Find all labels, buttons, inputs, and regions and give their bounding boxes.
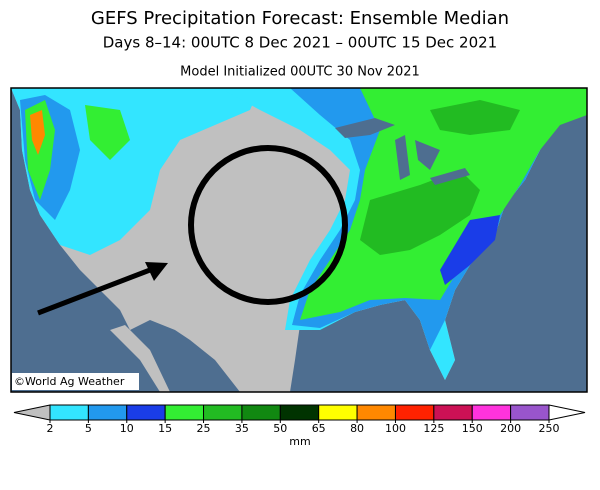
color-bin [433,404,473,421]
color-bin [471,404,512,421]
color-bin [126,404,166,421]
arrow-head [145,262,168,281]
tick-label: 200 [500,422,521,435]
highlight-circle [188,145,348,305]
precip [30,110,45,155]
color-bin [510,404,550,421]
init-line: Model Initialized 00UTC 30 Nov 2021 [180,65,420,80]
tick-label: 25 [197,422,211,435]
tick-label: 150 [462,422,483,435]
credit-box [12,373,139,390]
color-bin [203,404,243,421]
tick-label: 35 [235,422,249,435]
tick-label: 15 [158,422,172,435]
tick-label: 80 [350,422,364,435]
color-bin [394,404,435,421]
unit-label: mm [289,435,310,448]
precip [360,170,480,255]
precip [430,100,520,135]
color-bin [356,404,396,421]
map: ©World Ag Weather [10,87,588,393]
tick-label: 65 [312,422,326,435]
subtitle: Days 8–14: 00UTC 8 Dec 2021 – 00UTC 15 D… [103,34,497,52]
lake [335,118,395,138]
color-bin [164,404,205,421]
arrow [37,267,151,316]
tick-label: 10 [120,422,134,435]
lake [395,135,470,185]
title: GEFS Precipitation Forecast: Ensemble Me… [91,8,509,29]
color-bin [241,404,281,421]
tick-label: 100 [385,422,406,435]
tick-label: 125 [423,422,444,435]
precip [85,105,130,160]
map-frame [10,87,588,393]
tick-label: 2 [47,422,54,435]
color-bin [279,404,320,421]
precip [440,215,500,285]
baja [110,325,170,392]
tick-label: 250 [539,422,560,435]
over-triangle [548,404,586,421]
tick-label: 5 [85,422,92,435]
credit: ©World Ag Weather [14,375,125,388]
under-triangle [13,404,51,421]
color-bin [49,404,89,421]
tick-label: 50 [273,422,287,435]
color-bin [318,404,358,421]
color-bin [87,404,128,421]
